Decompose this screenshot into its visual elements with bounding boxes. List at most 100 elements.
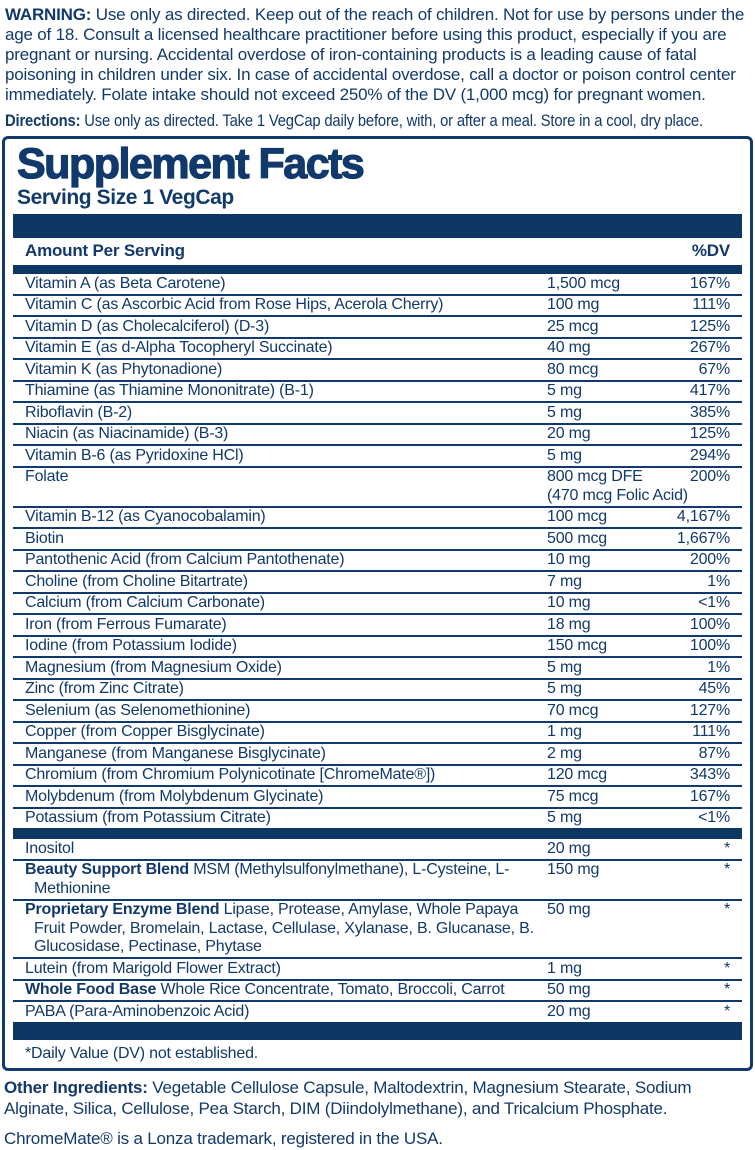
row-amount: 1 mg <box>547 723 692 742</box>
row-nutrient-text: Vitamin D (as Cholecalciferol) (D-3) <box>25 317 270 335</box>
row-nutrient-text: Vitamin C (as Ascorbic Acid from Rose Hi… <box>25 296 444 313</box>
row-amount: 50 mg <box>547 901 724 957</box>
row-nutrient-text: Vitamin K (as Phytonadione) <box>25 360 223 378</box>
row-amount: 75 mcg <box>547 788 690 807</box>
row-nutrient-text: Iodine (from Potassium Iodide) <box>25 637 237 654</box>
table-row: Thiamine (as Thiamine Mononitrate) (B-1)… <box>13 379 742 402</box>
row-amount: 5 mg <box>547 680 699 699</box>
row-nutrient-text: Choline (from Choline Bitartrate) <box>25 572 248 590</box>
row-nutrient-name: Vitamin E (as d-Alpha Tocopheryl Succina… <box>25 339 547 358</box>
row-percent-dv: * <box>723 839 730 857</box>
row-nutrient-text: PABA (Para-Aminobenzoic Acid) <box>25 1002 250 1020</box>
row-percent-dv: 200% <box>689 468 730 485</box>
table-row: Inositol 20 mg * <box>13 839 742 859</box>
row-percent-dv: 67% <box>698 360 731 378</box>
row-percent-dv: 111% <box>692 723 730 740</box>
row-percent-dv: 111% <box>692 296 730 313</box>
row-amount: 5 mg <box>547 447 690 466</box>
row-nutrient-bold-prefix: Beauty Support Blend <box>25 861 190 878</box>
row-amount: 1,500 mcg <box>547 275 690 294</box>
divider-bar-middle <box>13 828 742 839</box>
row-amount-value: 500 mcg <box>547 529 607 547</box>
row-nutrient-name: Vitamin B-6 (as Pyridoxine HCl) <box>25 447 547 466</box>
row-nutrient-name: Riboflavin (B-2) <box>25 404 547 423</box>
row-amount: 800 mcg DFE (470 mcg Folic Acid) <box>547 468 690 505</box>
row-amount: 50 mg <box>547 981 724 1000</box>
directions-label: Directions: <box>5 111 81 130</box>
row-percent-dv: 1,667% <box>676 529 730 547</box>
divider-bar-bottom <box>13 1021 742 1040</box>
row-percent-dv: * <box>723 959 730 977</box>
table-row: Manganese (from Manganese Bisglycinate) … <box>13 742 742 764</box>
row-nutrient-name: Choline (from Choline Bitartrate) <box>25 573 547 592</box>
other-ingredients-label: Other Ingredients: <box>4 1077 148 1097</box>
row-amount-value: 5 mg <box>547 403 582 421</box>
row-amount: 2 mg <box>547 745 699 764</box>
row-percent-dv: 87% <box>698 744 731 762</box>
row-nutrient-name: Molybdenum (from Molybdenum Glycinate) <box>25 788 547 807</box>
row-amount-value: 20 mg <box>547 839 591 857</box>
label-bottom-text: Other Ingredients: Vegetable Cellulose C… <box>0 1071 755 1149</box>
row-percent-dv: 267% <box>689 339 730 356</box>
row-nutrient-text: Zinc (from Zinc Citrate) <box>25 680 184 697</box>
row-nutrient-text: Lutein (from Marigold Flower Extract) <box>25 959 281 977</box>
other-ingredients-paragraph: Other Ingredients: Vegetable Cellulose C… <box>4 1077 751 1119</box>
row-nutrient-name: Inositol <box>25 840 547 859</box>
row-amount-value: 5 mg <box>547 680 582 697</box>
row-amount: 20 mg <box>547 840 724 859</box>
row-nutrient-text: Pantothenic Acid (from Calcium Pantothen… <box>25 551 345 568</box>
row-nutrient-text: Vitamin B-6 (as Pyridoxine HCl) <box>25 446 244 464</box>
row-nutrient-name: Lutein (from Marigold Flower Extract) <box>25 960 547 979</box>
row-amount: 5 mg <box>547 659 707 678</box>
table-row: Vitamin C (as Ascorbic Acid from Rose Hi… <box>13 293 742 316</box>
row-amount-value: 40 mg <box>547 339 591 356</box>
nutrient-rows-other: Inositol 20 mg * Beauty Support Blend MS… <box>13 839 742 1022</box>
row-amount: 100 mcg <box>547 508 677 527</box>
row-amount: 18 mg <box>547 616 690 635</box>
row-amount-value: 25 mcg <box>547 317 599 335</box>
row-amount: 1 mg <box>547 960 724 979</box>
row-amount-value: 2 mg <box>547 744 582 762</box>
table-row: Lutein (from Marigold Flower Extract) 1 … <box>13 957 742 979</box>
table-row: Vitamin E (as d-Alpha Tocopheryl Succina… <box>13 336 742 359</box>
row-amount-value: 150 mg <box>547 861 600 878</box>
table-row: Copper (from Copper Bisglycinate) 1 mg 1… <box>13 720 742 743</box>
row-amount: 100 mg <box>547 296 692 315</box>
row-amount: 40 mg <box>547 339 690 358</box>
row-nutrient-name: Whole Food Base Whole Rice Concentrate, … <box>25 981 547 1000</box>
panel-header: Supplement Facts Serving Size 1 VegCap <box>5 139 750 210</box>
column-header-row: Amount Per Serving %DV <box>13 238 742 265</box>
row-percent-dv: 127% <box>689 701 730 719</box>
row-amount-value: 50 mg <box>547 981 591 998</box>
percent-dv-header: %DV <box>691 241 730 260</box>
row-nutrient-name: Selenium (as Selenomethionine) <box>25 702 547 721</box>
row-nutrient-name: Zinc (from Zinc Citrate) <box>25 680 547 699</box>
row-nutrient-name: Copper (from Copper Bisglycinate) <box>25 723 547 742</box>
table-row: Potassium (from Potassium Citrate) 5 mg … <box>13 806 742 829</box>
table-row: Biotin 500 mcg 1,667% <box>13 527 742 549</box>
table-row: Folate 800 mcg DFE (470 mcg Folic Acid) 2… <box>13 465 742 506</box>
table-row: Magnesium (from Magnesium Oxide) 5 mg 1% <box>13 656 742 678</box>
row-amount: 150 mg <box>547 861 724 898</box>
nutrient-rows-main: Vitamin A (as Beta Carotene) 1,500 mcg 1… <box>13 274 742 828</box>
row-amount: 7 mg <box>547 573 707 592</box>
row-nutrient-name: Iodine (from Potassium Iodide) <box>25 637 547 656</box>
row-amount-value: 80 mcg <box>547 360 599 378</box>
table-row: Selenium (as Selenomethionine) 70 mcg 12… <box>13 699 742 721</box>
row-amount-value: 1 mg <box>547 723 582 740</box>
divider-bar-under-header <box>13 265 742 274</box>
row-nutrient-text: Riboflavin (B-2) <box>25 403 133 421</box>
table-row: Vitamin K (as Phytonadione) 80 mcg 67% <box>13 358 742 380</box>
table-row: Proprietary Enzyme Blend Lipase, Proteas… <box>13 898 742 958</box>
serving-size: Serving Size 1 VegCap <box>17 186 234 209</box>
row-amount: 20 mg <box>547 425 690 444</box>
row-amount: 25 mcg <box>547 318 690 337</box>
row-amount-value: 1 mg <box>547 959 582 977</box>
row-amount-value: 5 mg <box>547 809 582 826</box>
row-amount: 5 mg <box>547 809 698 828</box>
row-amount: 80 mcg <box>547 361 699 380</box>
row-amount-value: 5 mg <box>547 382 582 399</box>
row-nutrient-text: Vitamin E (as d-Alpha Tocopheryl Succina… <box>25 339 333 356</box>
row-nutrient-text: Inositol <box>25 839 75 857</box>
row-amount-value: 800 mcg DFE <box>547 468 643 485</box>
